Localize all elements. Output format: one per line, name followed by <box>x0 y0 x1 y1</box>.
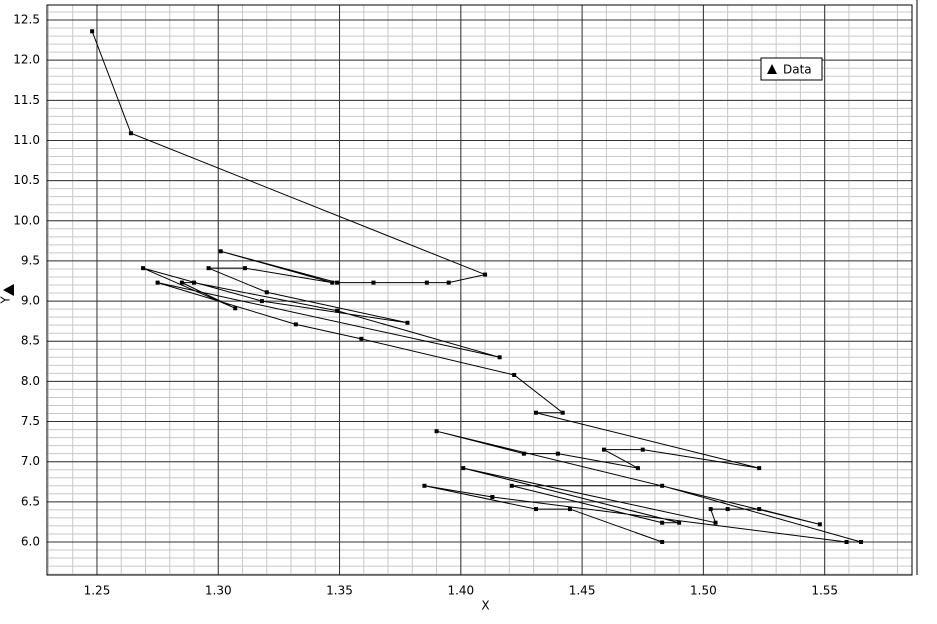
x-tick-label: 1.40 <box>447 584 474 598</box>
y-tick-label: 8.0 <box>21 374 40 388</box>
data-point <box>601 447 606 452</box>
data-point <box>725 507 730 512</box>
data-point <box>483 272 488 277</box>
data-point <box>640 447 645 452</box>
y-tick-label: 7.5 <box>21 414 40 428</box>
data-point <box>461 466 466 471</box>
data-point <box>371 280 376 285</box>
y-tick-label: 6.5 <box>21 494 40 508</box>
data-point <box>708 507 713 512</box>
x-tick-label: 1.55 <box>811 584 838 598</box>
data-point <box>512 372 517 377</box>
data-point <box>259 299 264 304</box>
y-tick-label: 7.0 <box>21 454 40 468</box>
data-point <box>128 131 133 136</box>
y-tick-label: 12.0 <box>13 53 40 67</box>
x-tick-label: 1.30 <box>205 584 232 598</box>
data-point <box>509 483 514 488</box>
data-point <box>534 410 539 415</box>
y-tick-label: 6.0 <box>21 534 40 548</box>
data-point <box>713 520 718 525</box>
data-point <box>757 507 762 512</box>
x-tick-label: 1.50 <box>690 584 717 598</box>
legend-box <box>760 57 823 81</box>
data-point <box>560 410 565 415</box>
x-tick-label: 1.25 <box>84 584 111 598</box>
data-point <box>405 320 410 325</box>
data-point <box>434 429 439 434</box>
data-point <box>660 520 665 525</box>
data-point <box>844 539 849 544</box>
data-point <box>335 308 340 313</box>
data-point <box>293 322 298 327</box>
data-point <box>242 266 247 271</box>
y-tick-label: 9.0 <box>21 294 40 308</box>
data-point <box>635 466 640 471</box>
x-tick-label: 1.35 <box>326 584 353 598</box>
data-point <box>424 280 429 285</box>
data-point <box>90 29 95 34</box>
x-axis-label: X <box>481 599 489 613</box>
data-point <box>677 520 682 525</box>
data-point <box>359 336 364 341</box>
data-point <box>555 451 560 456</box>
data-point <box>534 507 539 512</box>
data-point <box>422 483 427 488</box>
y-tick-label: 10.5 <box>13 173 40 187</box>
y-tick-label: 9.5 <box>21 253 40 267</box>
y-tick-label: 10.0 <box>13 213 40 227</box>
data-point <box>264 290 269 295</box>
data-point <box>757 466 762 471</box>
data-point <box>218 249 223 254</box>
data-line <box>91 31 862 543</box>
legend-label: Data <box>783 63 812 77</box>
data-point <box>206 266 211 271</box>
plot-frame <box>46 4 913 576</box>
data-point <box>817 522 822 527</box>
data-point <box>191 280 196 285</box>
data-point <box>330 280 335 285</box>
data-point <box>567 507 572 512</box>
data-point <box>490 495 495 500</box>
data-point <box>660 539 665 544</box>
data-point <box>233 306 238 311</box>
legend-marker <box>767 64 777 74</box>
data-point <box>859 539 864 544</box>
data-point <box>446 280 451 285</box>
y-axis-marker <box>3 284 14 296</box>
y-axis-label: Y <box>0 296 13 305</box>
data-point <box>179 280 184 285</box>
y-tick-label: 8.5 <box>21 334 40 348</box>
data-point <box>335 280 340 285</box>
y-tick-label: 11.0 <box>13 133 40 147</box>
data-point <box>660 483 665 488</box>
y-tick-label: 11.5 <box>13 93 40 107</box>
data-point <box>521 451 526 456</box>
x-tick-label: 1.45 <box>569 584 596 598</box>
data-point <box>155 280 160 285</box>
y-tick-label: 12.5 <box>13 13 40 27</box>
data-point <box>141 266 146 271</box>
data-point <box>497 355 502 360</box>
